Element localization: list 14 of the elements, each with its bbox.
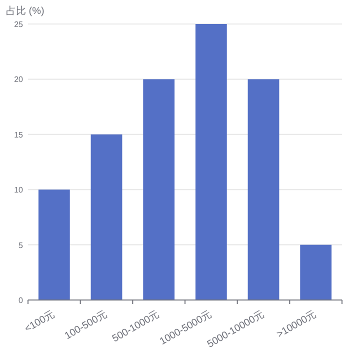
bar: [90, 134, 122, 300]
y-tick-label: 15: [14, 130, 24, 140]
bar: [300, 244, 332, 300]
bar: [143, 79, 175, 300]
bar: [248, 79, 280, 300]
y-tick-label: 0: [18, 296, 24, 305]
y-tick-label: 20: [14, 75, 24, 84]
y-axis-title: 占比 (%): [6, 5, 44, 17]
y-tick-label: 25: [14, 20, 24, 29]
x-tick-label: <100元: [23, 309, 57, 335]
bar: [38, 190, 70, 300]
y-tick-label: 10: [14, 186, 24, 195]
y-tick-label: 5: [18, 240, 24, 250]
bar: [195, 24, 227, 300]
